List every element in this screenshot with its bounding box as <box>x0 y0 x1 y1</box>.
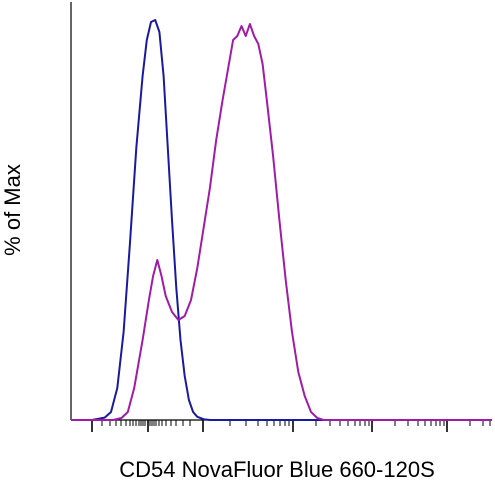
series-line-2 <box>71 23 492 421</box>
y-axis-label: % of Max <box>0 164 25 256</box>
series-line-1 <box>71 19 492 421</box>
x-axis-label: CD54 NovaFluor Blue 660-120S <box>119 457 435 482</box>
x-axis-ticks <box>91 420 491 432</box>
series-layer <box>71 19 492 421</box>
